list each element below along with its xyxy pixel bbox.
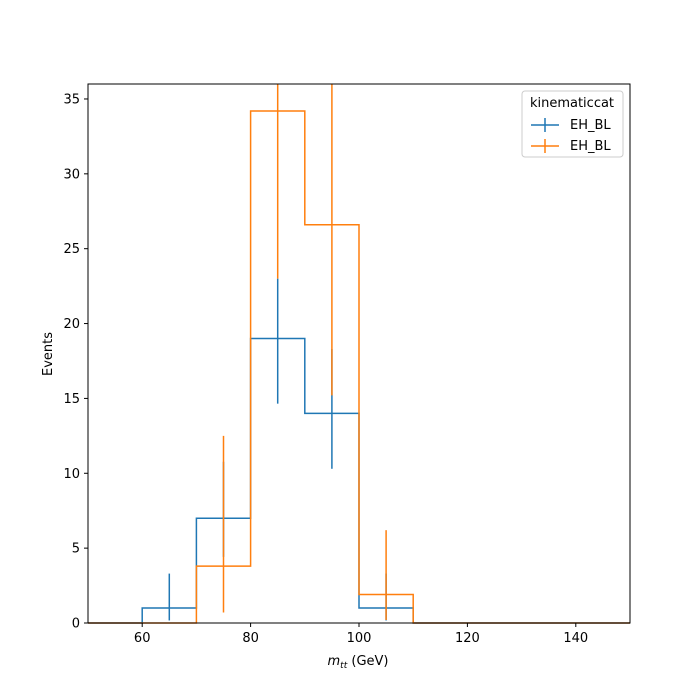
x-axis-label-var: m: [328, 654, 341, 669]
legend-entry-1: EH_BL: [531, 139, 611, 154]
y-tick-label: 25: [63, 242, 80, 257]
legend-entry-0: EH_BL: [531, 118, 611, 133]
x-tick-label: 120: [455, 631, 480, 646]
x-tick-label: 140: [563, 631, 588, 646]
series-1-step-line: [88, 110, 630, 624]
ticks-layer: 60 80 100 120 140 0 5 10 15 20 25 30 35: [63, 92, 588, 646]
legend-title: kinematiccat: [530, 96, 614, 111]
legend-label-0: EH_BL: [570, 118, 611, 133]
y-tick-label: 30: [63, 167, 80, 182]
y-tick-label: 20: [63, 317, 80, 332]
y-tick-label: 15: [63, 392, 80, 407]
y-tick-label: 5: [72, 542, 80, 557]
y-tick-label: 0: [72, 617, 80, 632]
x-tick-label: 80: [242, 631, 259, 646]
x-axis-label: mtt (GeV): [328, 654, 389, 671]
x-tick-label: 60: [134, 631, 151, 646]
x-tick-label: 100: [347, 631, 372, 646]
x-axis-label-unit: (GeV): [347, 654, 388, 669]
legend: kinematiccat EH_BL EH_BL: [521, 90, 624, 158]
series-layer: [88, 84, 630, 624]
series-1: [88, 84, 630, 624]
y-tick-label: 10: [63, 467, 80, 482]
legend-label-1: EH_BL: [570, 139, 611, 154]
x-axis-label-sub: tt: [340, 661, 348, 671]
legend-box: [521, 90, 624, 158]
y-axis-label: Events: [41, 332, 56, 376]
y-tick-label: 35: [63, 92, 80, 107]
